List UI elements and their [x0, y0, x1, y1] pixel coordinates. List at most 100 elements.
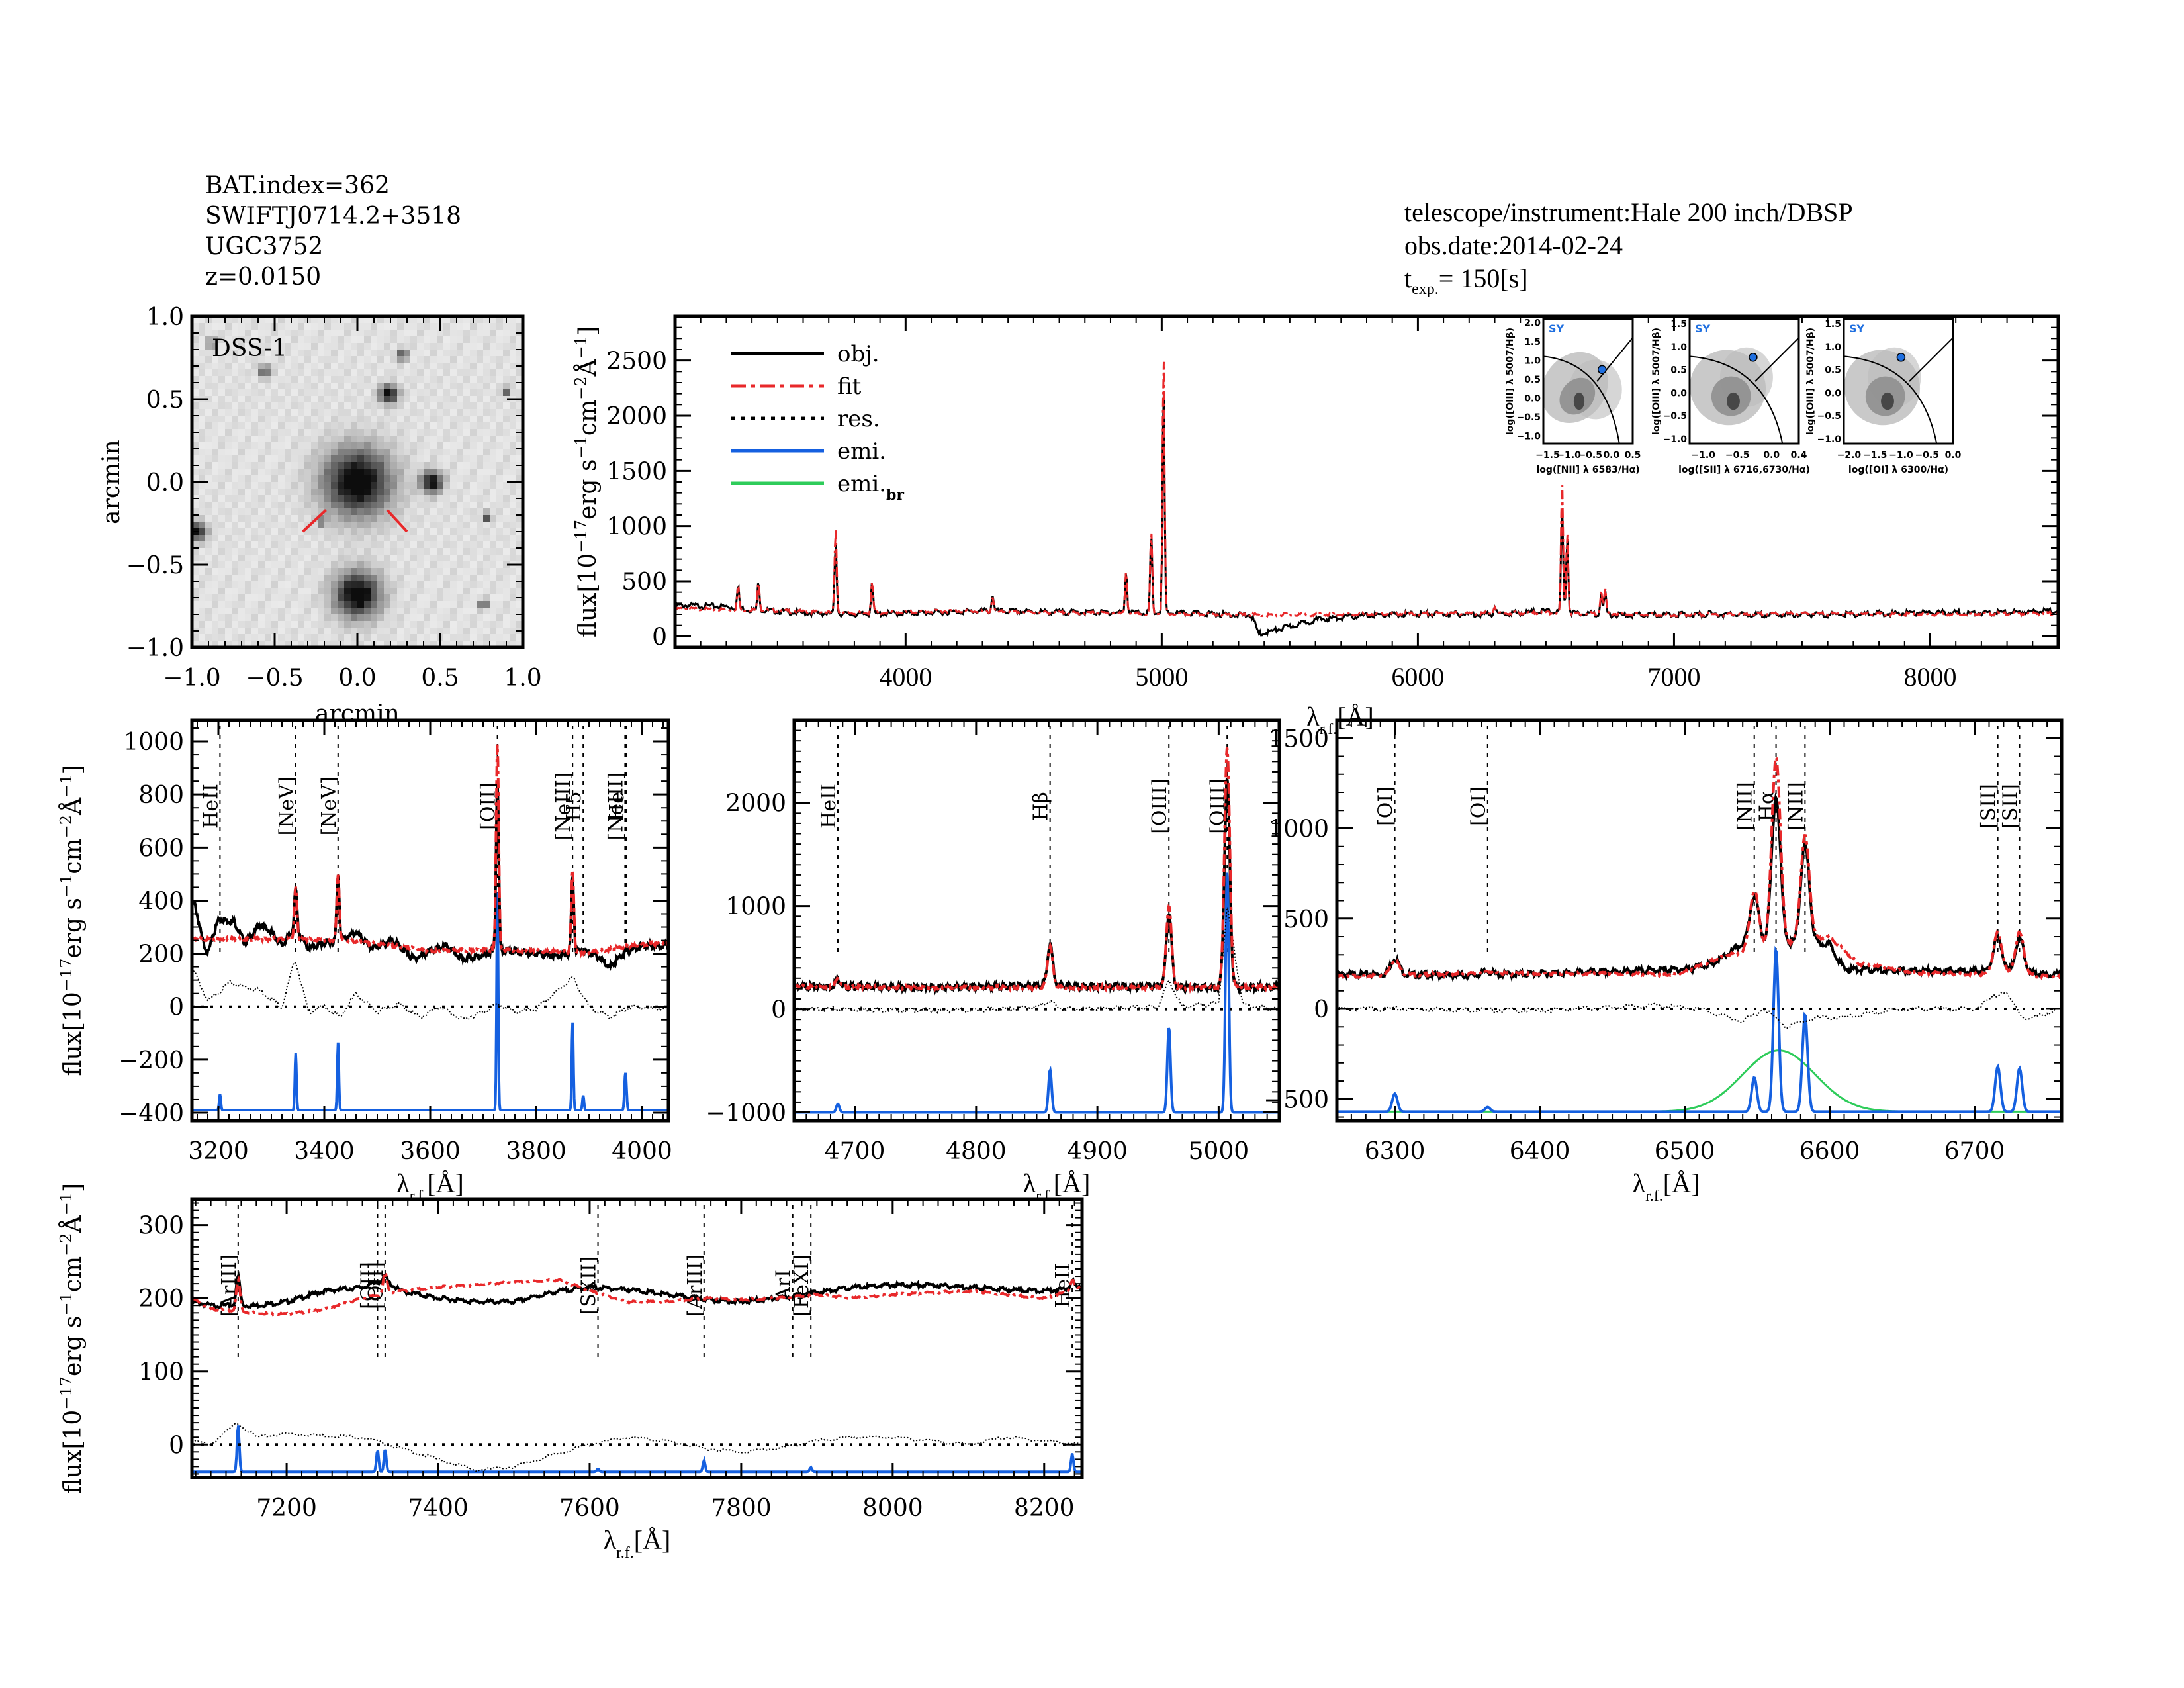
- image-pixel: [490, 469, 497, 476]
- image-pixel: [212, 416, 219, 423]
- image-pixel: [424, 336, 431, 344]
- image-pixel: [205, 489, 212, 496]
- bpt-y-tick-label: 1.0: [1825, 342, 1841, 353]
- image-pixel: [238, 330, 246, 337]
- image-pixel: [404, 422, 411, 430]
- image-pixel: [199, 508, 206, 516]
- image-pixel: [192, 469, 199, 476]
- image-pixel: [218, 389, 226, 397]
- image-pixel: [371, 502, 378, 509]
- image-pixel: [285, 376, 292, 383]
- image-pixel: [285, 594, 292, 602]
- image-pixel: [371, 422, 378, 430]
- image-pixel: [199, 356, 206, 363]
- image-pixel: [205, 416, 212, 423]
- image-pixel: [450, 436, 457, 443]
- image-pixel: [271, 502, 279, 509]
- image-pixel: [238, 515, 246, 522]
- image-pixel: [212, 555, 219, 562]
- image-pixel: [304, 555, 312, 562]
- image-pixel: [278, 495, 285, 502]
- image-pixel: [232, 588, 239, 595]
- image-pixel: [225, 429, 232, 436]
- image-pixel: [463, 376, 471, 383]
- image-pixel: [338, 422, 345, 430]
- image-pixel: [344, 555, 351, 562]
- image-pixel: [251, 363, 259, 370]
- image-pixel: [490, 541, 497, 549]
- image-pixel: [377, 475, 385, 483]
- image-pixel: [424, 581, 431, 588]
- image-pixel: [192, 621, 199, 628]
- image-pixel: [510, 475, 517, 483]
- image-pixel: [338, 376, 345, 383]
- image-pixel: [311, 462, 318, 469]
- image-pixel: [483, 416, 490, 423]
- image-pixel: [199, 541, 206, 549]
- galaxy-name: UGC3752: [205, 233, 324, 260]
- image-pixel: [258, 336, 265, 344]
- image-pixel: [318, 588, 325, 595]
- image-pixel: [490, 409, 497, 416]
- image-pixel: [410, 482, 418, 489]
- image-pixel: [430, 608, 437, 615]
- image-pixel: [384, 469, 391, 476]
- image-pixel: [338, 621, 345, 628]
- image-pixel: [225, 515, 232, 522]
- image-pixel: [490, 608, 497, 615]
- image-pixel: [225, 548, 232, 555]
- image-pixel: [278, 409, 285, 416]
- image-pixel: [238, 608, 246, 615]
- image-pixel: [258, 436, 265, 443]
- image-pixel: [205, 502, 212, 509]
- image-pixel: [192, 316, 199, 324]
- image-pixel: [390, 383, 398, 390]
- image-pixel: [278, 389, 285, 397]
- image-pixel: [410, 356, 418, 363]
- image-pixel: [397, 489, 404, 496]
- image-pixel: [205, 601, 212, 608]
- image-pixel: [192, 350, 199, 357]
- image-pixel: [430, 429, 437, 436]
- image-pixel: [430, 561, 437, 569]
- image-pixel: [311, 528, 318, 536]
- line-label: [OI]: [1467, 786, 1490, 826]
- image-pixel: [450, 442, 457, 449]
- image-pixel: [225, 409, 232, 416]
- image-pixel: [430, 535, 437, 542]
- image-pixel: [338, 489, 345, 496]
- image-pixel: [424, 369, 431, 377]
- emission-model: [192, 1425, 1081, 1474]
- image-pixel: [212, 541, 219, 549]
- image-pixel: [344, 495, 351, 502]
- y-tick-label: 0: [1314, 996, 1329, 1023]
- image-pixel: [490, 522, 497, 529]
- image-pixel: [510, 383, 517, 390]
- image-pixel: [258, 541, 265, 549]
- image-pixel: [278, 555, 285, 562]
- x-tick-label: 4000: [612, 1138, 672, 1165]
- image-pixel: [238, 429, 246, 436]
- image-pixel: [318, 389, 325, 397]
- image-pixel: [251, 608, 259, 615]
- image-pixel: [516, 402, 523, 410]
- line-label: [NeV]: [275, 776, 298, 835]
- image-pixel: [371, 515, 378, 522]
- image-pixel: [351, 343, 358, 350]
- image-pixel: [410, 628, 418, 635]
- image-pixel: [483, 515, 490, 522]
- image-pixel: [238, 561, 246, 569]
- image-pixel: [298, 614, 305, 622]
- image-pixel: [251, 561, 259, 569]
- image-pixel: [238, 396, 246, 403]
- image-pixel: [463, 369, 471, 377]
- image-pixel: [192, 575, 199, 582]
- image-pixel: [516, 475, 523, 483]
- image-pixel: [351, 548, 358, 555]
- image-pixel: [232, 442, 239, 449]
- image-pixel: [424, 634, 431, 641]
- image-pixel: [324, 575, 332, 582]
- image-pixel: [271, 376, 279, 383]
- image-pixel: [384, 402, 391, 410]
- image-pixel: [238, 535, 246, 542]
